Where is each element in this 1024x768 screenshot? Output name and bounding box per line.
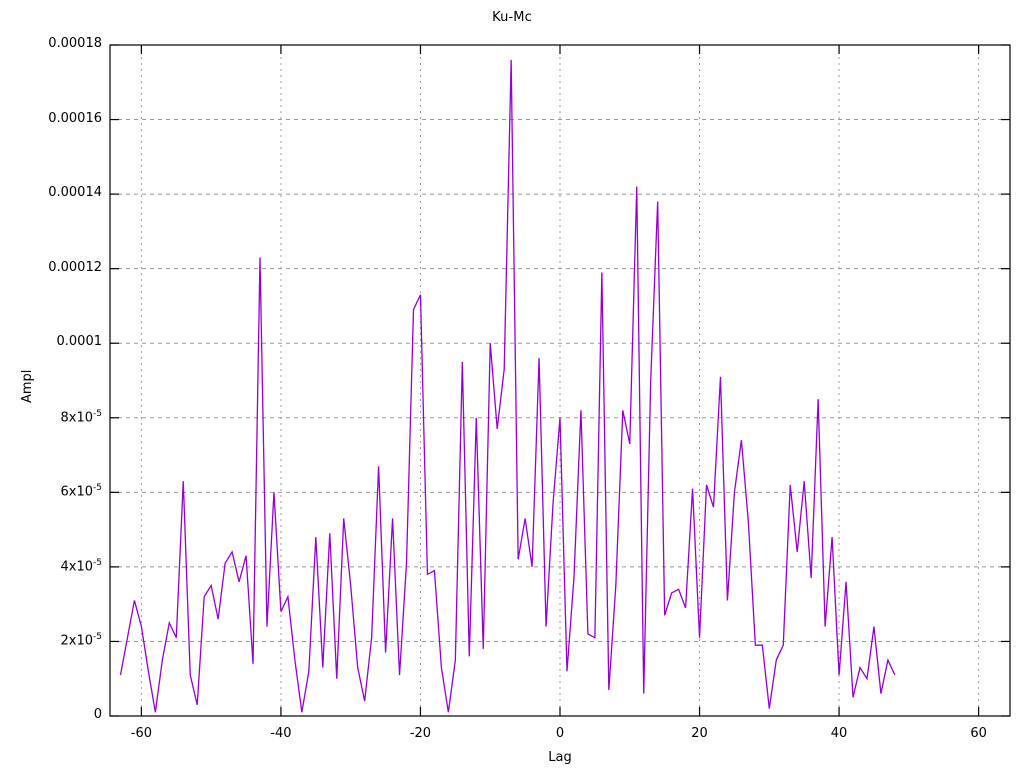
y-tick-label: 0.00016 [48,110,102,126]
y-tick-label: 4x10-5 [60,557,103,575]
plot-frame [109,44,1011,717]
x-tick-label: 20 [691,726,708,741]
chart-title: Ku-Mc [492,10,532,25]
y-tick-label: 0.0001 [56,334,103,350]
y-tick-label: 6x10-5 [60,483,103,500]
x-tick-label: -40 [270,726,292,741]
x-tick-label: 40 [830,726,848,741]
y-tick-label: 0.00018 [48,36,102,51]
y-tick-label: 8x10-5 [60,408,103,426]
x-axis-title: Lag [548,750,572,765]
gridlines [110,45,1010,716]
x-tick-label: -20 [409,726,432,741]
y-tick-label: 2x10-5 [60,632,103,649]
x-tick-label: -60 [130,726,152,741]
x-tick-label: 0 [555,726,565,741]
x-tick-label: 60 [970,726,987,741]
data-series-line [119,59,896,713]
y-tick-label: 0.00012 [48,259,102,275]
y-tick-label: 0 [93,707,102,722]
axis-ticks [110,44,1010,717]
y-tick-label: 0.00014 [48,185,102,201]
